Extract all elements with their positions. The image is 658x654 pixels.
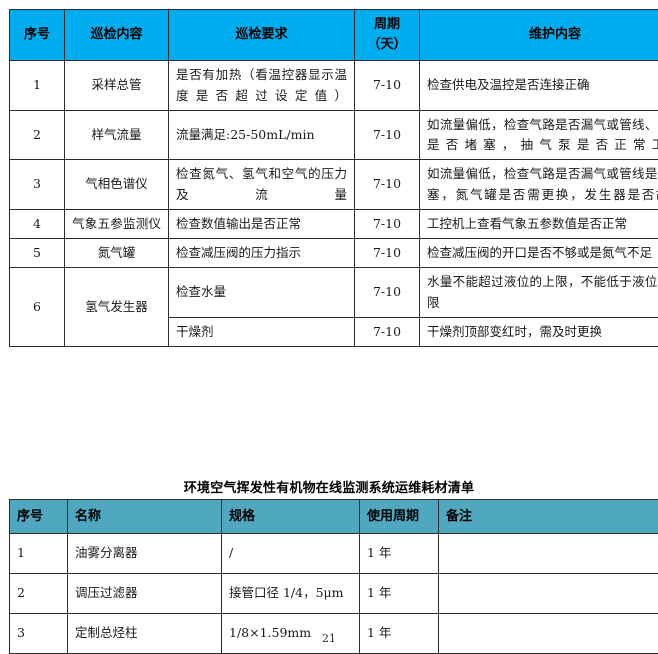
cell-inspection-item: 气象五参监测仪 [65,209,169,238]
header-inspection-item: 巡检内容 [65,10,169,61]
table-header-row: 序号 名称 规格 使用周期 备注 [10,500,658,534]
cell-cycle: 7-10 [355,317,420,346]
inspection-table-header: 序号 巡检内容 巡检要求 周期 （天） 维护内容 [10,10,658,61]
cell-inspection-item: 气相色谱仪 [65,160,169,210]
header-cycle-days: 周期 （天） [355,10,420,61]
header-serial-number: 序号 [10,10,65,61]
consumables-table-header: 序号 名称 规格 使用周期 备注 [10,500,658,534]
header-usage-cycle: 使用周期 [360,500,439,534]
header-cycle-line1: 周期 [359,15,415,35]
cell-inspection-requirement: 检查数值输出是否正常 [169,209,355,238]
cell-maintenance: 检查供电及温控是否连接正确 [420,61,658,111]
cell-inspection-item: 氢气发生器 [65,268,169,347]
cell-usage-cycle: 1 年 [360,534,439,574]
cell-maintenance: 工控机上查看气象五参数值是否正常 [420,209,658,238]
cell-serial-number: 2 [10,110,65,160]
table-row: 2 调压过滤器 接管口径 1/4，5μm 1 年 [10,574,658,614]
header-serial-number: 序号 [10,500,68,534]
cell-cycle: 7-10 [355,209,420,238]
cell-usage-cycle: 1 年 [360,574,439,614]
cell-inspection-requirement: 检查减压阀的压力指示 [169,239,355,268]
cell-cycle: 7-10 [355,61,420,111]
cell-specification: / [222,534,360,574]
inspection-table-body: 1 采样总管 是否有加热（看温控器显示温度是否超过设定值） 7-10 检查供电及… [10,61,658,347]
header-inspection-requirement: 巡检要求 [169,10,355,61]
cell-cycle: 7-10 [355,110,420,160]
cell-remarks [439,534,658,574]
cell-inspection-requirement: 流量满足:25-50mL/min [169,110,355,160]
cell-inspection-requirement: 是否有加热（看温控器显示温度是否超过设定值） [169,61,355,111]
header-name: 名称 [68,500,222,534]
consumables-list-table: 序号 名称 规格 使用周期 备注 1 油雾分离器 / 1 年 2 调压过滤器 接… [9,499,658,654]
inspection-maintenance-table: 序号 巡检内容 巡检要求 周期 （天） 维护内容 1 采样总管 是否有加热（看温… [9,9,658,347]
cell-cycle: 7-10 [355,160,420,210]
header-maintenance-content: 维护内容 [420,10,658,61]
cell-inspection-item: 采样总管 [65,61,169,111]
cell-cycle: 7-10 [355,239,420,268]
cell-name: 油雾分离器 [68,534,222,574]
cell-serial-number: 4 [10,209,65,238]
table-row: 3 气相色谱仪 检查氮气、氢气和空气的压力及流量 7-10 如流量偏低，检查气路… [10,160,658,210]
cell-remarks [439,574,658,614]
cell-name: 调压过滤器 [68,574,222,614]
cell-specification: 接管口径 1/4，5μm [222,574,360,614]
cell-inspection-requirement: 干燥剂 [169,317,355,346]
cell-maintenance: 干燥剂顶部变红时，需及时更换 [420,317,658,346]
cell-serial-number: 6 [10,268,65,347]
cell-serial-number: 5 [10,239,65,268]
table-row: 1 采样总管 是否有加热（看温控器显示温度是否超过设定值） 7-10 检查供电及… [10,61,658,111]
cell-maintenance: 如流量偏低，检查气路是否漏气或管线、探头是否堵塞，抽气泵是否正常工作 [420,110,658,160]
cell-serial-number: 1 [10,534,68,574]
table-row: 2 样气流量 流量满足:25-50mL/min 7-10 如流量偏低，检查气路是… [10,110,658,160]
cell-maintenance: 如流量偏低，检查气路是否漏气或管线是否堵塞，氮气罐是否需更换，发生器是否故障 [420,160,658,210]
table-header-row: 序号 巡检内容 巡检要求 周期 （天） 维护内容 [10,10,658,61]
header-specification: 规格 [222,500,360,534]
table-row: 1 油雾分离器 / 1 年 [10,534,658,574]
cell-inspection-item: 样气流量 [65,110,169,160]
cell-serial-number: 1 [10,61,65,111]
consumables-table-title: 环境空气挥发性有机物在线监测系统运维耗材清单 [0,477,658,496]
cell-inspection-item: 氮气罐 [65,239,169,268]
header-remarks: 备注 [439,500,658,534]
header-cycle-line2: （天） [359,35,415,55]
cell-maintenance: 检查减压阀的开口是否不够或是氮气不足 [420,239,658,268]
page-number: 21 [0,632,658,645]
cell-inspection-requirement: 检查氮气、氢气和空气的压力及流量 [169,160,355,210]
table-row: 5 氮气罐 检查减压阀的压力指示 7-10 检查减压阀的开口是否不够或是氮气不足 [10,239,658,268]
cell-serial-number: 2 [10,574,68,614]
cell-inspection-requirement: 检查水量 [169,268,355,318]
cell-serial-number: 3 [10,160,65,210]
cell-cycle: 7-10 [355,268,420,318]
table-row: 6 氢气发生器 检查水量 7-10 水量不能超过液位的上限，不能低于液位的下限 [10,268,658,318]
table-row: 4 气象五参监测仪 检查数值输出是否正常 7-10 工控机上查看气象五参数值是否… [10,209,658,238]
cell-maintenance: 水量不能超过液位的上限，不能低于液位的下限 [420,268,658,318]
